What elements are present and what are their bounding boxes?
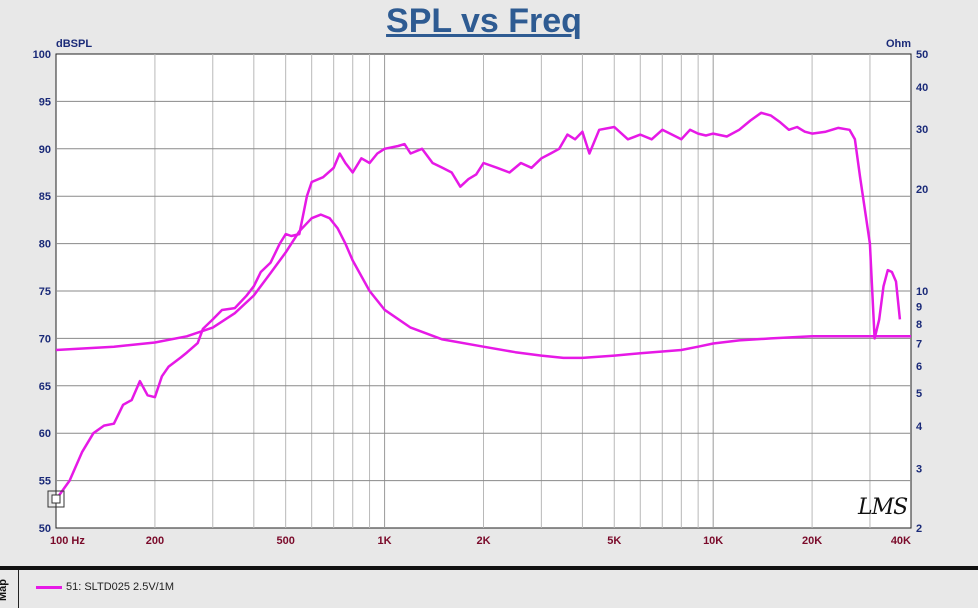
legend-panel: Map 51: SLTD025 2.5V/1M bbox=[0, 570, 978, 608]
left-tick-label: 65 bbox=[39, 381, 51, 393]
left-axis-unit: dBSPL bbox=[56, 38, 92, 50]
x-tick-label: 20K bbox=[802, 535, 822, 547]
left-tick-label: 85 bbox=[39, 191, 51, 203]
right-tick-label: 3 bbox=[916, 463, 922, 475]
right-axis-ticks: 50 40 30 20 10 9 8 7 6 5 4 3 2 bbox=[916, 49, 928, 535]
x-tick-label: 10K bbox=[703, 535, 723, 547]
right-tick-label: 30 bbox=[916, 124, 928, 136]
legend-entry-label[interactable]: 51: SLTD025 2.5V/1M bbox=[66, 581, 175, 593]
right-tick-label: 10 bbox=[916, 286, 928, 298]
x-tick-label: 100 Hz bbox=[50, 535, 85, 547]
impedance-curve bbox=[55, 213, 911, 360]
right-tick-label: 6 bbox=[916, 361, 922, 373]
x-tick-label: 500 bbox=[276, 535, 294, 547]
left-tick-label: 60 bbox=[39, 428, 51, 440]
left-tick-label: 80 bbox=[39, 239, 51, 251]
right-tick-label: 4 bbox=[916, 421, 923, 433]
x-tick-label: 2K bbox=[476, 535, 490, 547]
x-tick-label: 200 bbox=[146, 535, 164, 547]
right-tick-label: 2 bbox=[916, 523, 922, 535]
legend-side-label: Map bbox=[0, 579, 9, 601]
right-tick-label: 7 bbox=[916, 339, 922, 351]
right-tick-label: 50 bbox=[916, 49, 928, 61]
panel-divider bbox=[0, 566, 978, 570]
left-axis-ticks: 100 95 90 85 80 75 70 65 60 55 50 bbox=[33, 49, 51, 535]
left-tick-label: 50 bbox=[39, 523, 51, 535]
legend-swatch bbox=[36, 586, 62, 589]
right-tick-label: 40 bbox=[916, 82, 928, 94]
left-tick-label: 90 bbox=[39, 144, 51, 156]
left-tick-label: 100 bbox=[33, 49, 51, 61]
left-tick-label: 75 bbox=[39, 286, 51, 298]
chart-title: SPL vs Freq bbox=[386, 2, 582, 40]
x-tick-label: 40K bbox=[891, 535, 911, 547]
lms-logo: LMS bbox=[858, 495, 908, 520]
x-tick-label: 5K bbox=[607, 535, 621, 547]
right-tick-label: 20 bbox=[916, 184, 928, 196]
left-tick-label: 95 bbox=[39, 96, 51, 108]
legend-side-tab[interactable]: Map bbox=[0, 570, 19, 608]
cursor-marker[interactable] bbox=[47, 490, 65, 508]
left-tick-label: 70 bbox=[39, 333, 51, 345]
series-layer bbox=[54, 111, 911, 501]
left-tick-label: 55 bbox=[39, 476, 51, 488]
x-axis-ticks: 100 Hz 200 500 1K 2K 5K 10K 20K 40K bbox=[50, 535, 911, 547]
x-tick-label: 1K bbox=[378, 535, 392, 547]
right-tick-label: 8 bbox=[916, 319, 922, 331]
right-axis-unit: Ohm bbox=[886, 38, 911, 50]
right-tick-label: 5 bbox=[916, 388, 922, 400]
right-tick-label: 9 bbox=[916, 302, 922, 314]
